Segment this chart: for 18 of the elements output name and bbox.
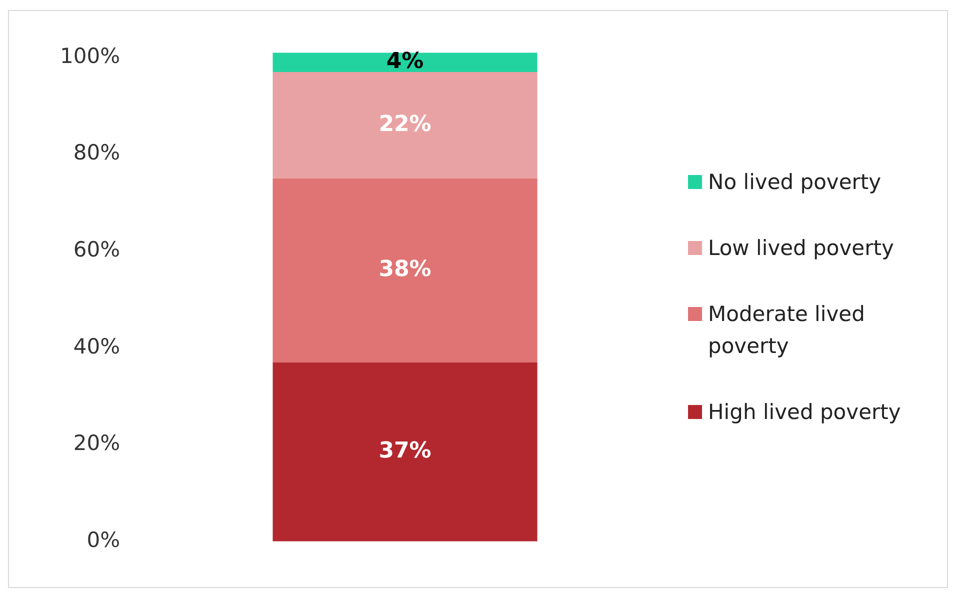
data-label: 38% [378, 257, 432, 282]
y-tick-label: 80% [73, 140, 120, 165]
y-tick-label: 40% [73, 334, 120, 358]
data-label: 22% [378, 112, 432, 137]
y-tick-label: 0% [86, 528, 120, 552]
legend-label: Low lived poverty [708, 235, 894, 262]
bar [272, 362, 538, 542]
legend-label: High lived poverty [708, 399, 901, 426]
bar [272, 178, 538, 362]
legend-label: Moderate lived poverty [708, 301, 866, 360]
bar [272, 72, 538, 178]
bar [272, 52, 538, 72]
y-tick-label: 60% [73, 237, 120, 262]
data-label: 4% [386, 49, 424, 74]
y-tick-label: 20% [73, 431, 120, 456]
legend-label: No lived poverty [708, 169, 882, 196]
data-label: 37% [378, 438, 432, 464]
y-tick-label: 100% [60, 44, 120, 68]
